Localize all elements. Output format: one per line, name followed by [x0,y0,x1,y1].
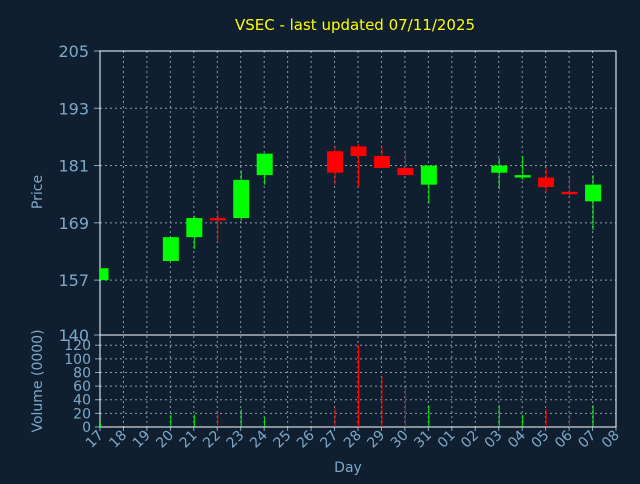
candle-body [350,146,367,157]
candle-body [256,153,273,176]
candle-body [162,237,179,262]
candle-body [209,218,226,221]
candle-body [327,151,344,173]
x-axis-label: Day [334,460,362,476]
volume-tick-label: 80 [73,365,91,381]
price-tick-label: 193 [58,99,89,118]
chart-title: VSEC - last updated 07/11/2025 [235,16,475,34]
volume-tick-label: 20 [73,406,91,422]
candle-body [420,165,437,185]
price-tick-label: 205 [58,42,89,61]
candle-body [514,175,531,178]
price-tick-label: 140 [58,326,89,345]
candle-body [373,156,390,168]
candle-body [585,184,602,202]
volume-tick-label: 100 [64,352,91,368]
volume-tick-label: 60 [73,379,91,395]
candle-body [233,179,250,219]
volume-tick-label: 0 [82,420,91,436]
price-tick-label: 157 [58,271,89,290]
candle-body [397,167,414,176]
candle-body [186,218,203,238]
candle-body [538,177,555,188]
volume-tick-label: 40 [73,393,91,409]
volume-axis-label: Volume (0000) [30,329,46,432]
price-tick-label: 169 [58,214,89,233]
candle-body [561,191,578,195]
price-tick-label: 181 [58,157,89,176]
candle-body [491,165,508,173]
price-axis-label: Price [30,175,46,209]
candle-body [100,268,109,281]
volume-tick-label: 120 [64,338,91,354]
